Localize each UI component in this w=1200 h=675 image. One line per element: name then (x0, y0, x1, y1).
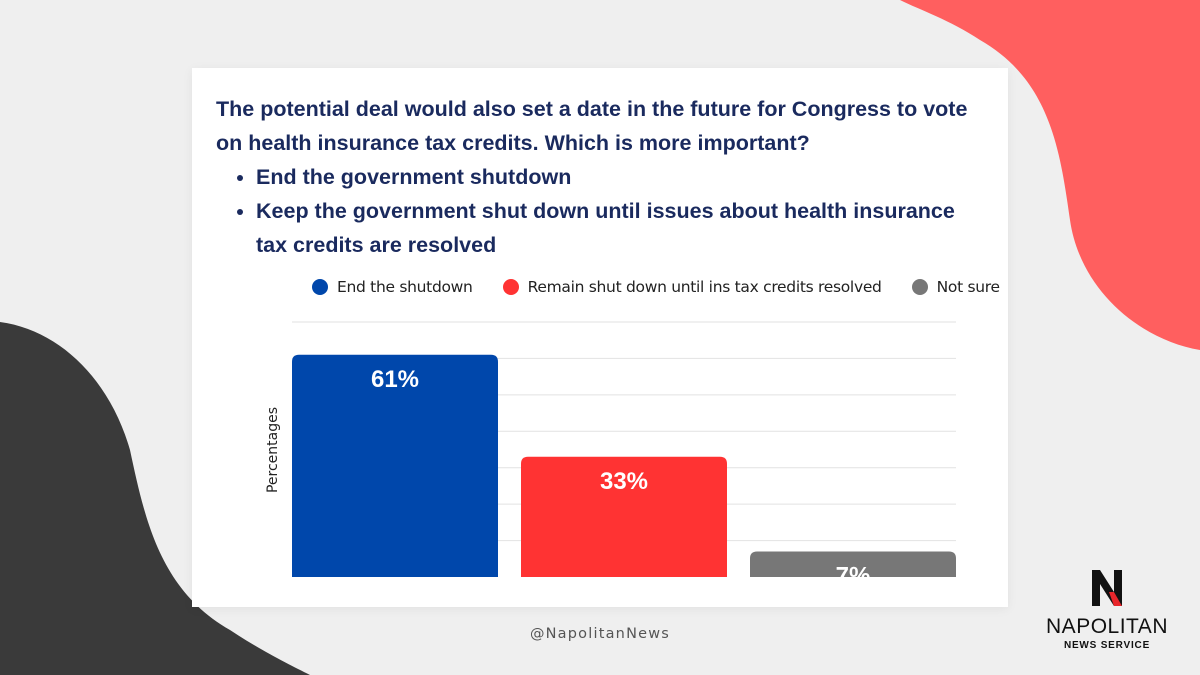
legend-label: End the shutdown (337, 278, 473, 296)
red-corner-shape (900, 0, 1200, 350)
legend-item: Not sure (911, 278, 1000, 296)
legend-label: Not sure (936, 278, 1000, 296)
poll-question: The potential deal would also set a date… (216, 92, 976, 262)
legend-item: End the shutdown (312, 278, 473, 296)
legend-item: Remain shut down until ins tax credits r… (502, 278, 882, 296)
option-list: End the government shutdown Keep the gov… (216, 160, 976, 262)
question-text: The potential deal would also set a date… (216, 97, 968, 155)
bar (521, 456, 727, 577)
logo-subtitle: NEWS SERVICE (1063, 640, 1151, 651)
dark-corner-shape (0, 322, 310, 675)
poll-card: The potential deal would also set a date… (192, 68, 1008, 607)
y-axis-label: Percentages (265, 407, 281, 493)
bar (292, 354, 498, 577)
legend-label: Remain shut down until ins tax credits r… (527, 278, 882, 296)
option-item: Keep the government shut down until issu… (256, 194, 976, 262)
logo-n-icon (1092, 570, 1122, 606)
bar-value-label: 7% (836, 563, 871, 590)
legend-swatch (911, 279, 928, 295)
bar-value-label: 61% (371, 366, 419, 393)
option-item: End the government shutdown (256, 160, 976, 194)
bar-value-label: 33% (600, 468, 648, 495)
social-handle: @NapolitanNews (529, 626, 671, 642)
bar (750, 551, 956, 577)
bar-chart: Percentages 61% 33% 7% (265, 321, 956, 590)
chart-legend: End the shutdown Remain shut down until … (312, 278, 1000, 296)
napolitan-logo: NAPOLITAN NEWS SERVICE (1042, 568, 1172, 651)
logo-name: NAPOLITAN (1046, 615, 1168, 638)
legend-swatch (502, 279, 519, 295)
legend-swatch (312, 279, 328, 295)
